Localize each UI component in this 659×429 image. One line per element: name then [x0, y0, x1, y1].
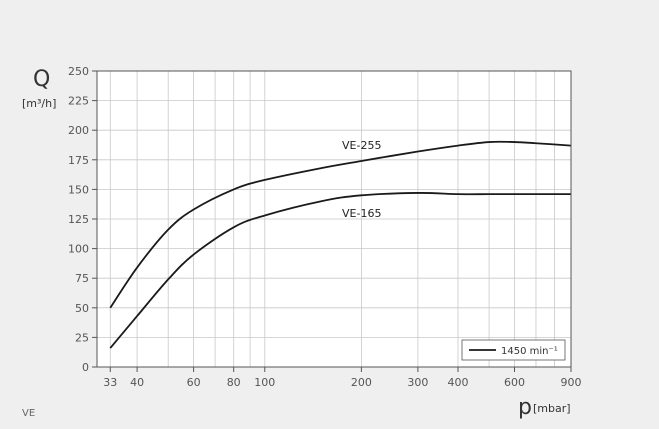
legend: 1450 min⁻¹ — [461, 339, 566, 361]
y-tick-label: 0 — [82, 361, 89, 374]
legend-box — [461, 339, 566, 361]
legend-label: 1450 min⁻¹ — [501, 346, 558, 357]
y-tick-label: 100 — [68, 243, 89, 256]
y-tick-label: 175 — [68, 154, 89, 167]
x-axis-unit: [mbar] — [533, 402, 571, 415]
x-tick-label: 33 — [103, 376, 117, 389]
series-label-ve-165: VE-165 — [342, 207, 381, 220]
x-tick-label: 600 — [504, 376, 525, 389]
x-tick-label: 900 — [561, 376, 582, 389]
x-tick-label: 100 — [254, 376, 275, 389]
series-line-ve-165 — [109, 192, 571, 349]
x-tick-label: 300 — [407, 376, 428, 389]
series-line-ve-255 — [109, 140, 572, 309]
series-lines — [109, 140, 572, 349]
y-tick-label: 25 — [75, 331, 89, 344]
y-axis-unit: [m³/h] — [22, 97, 56, 110]
x-tick-label: 60 — [187, 376, 201, 389]
footer-label: VE — [22, 408, 35, 419]
y-tick-label: 75 — [75, 272, 89, 285]
x-tick-label: 80 — [227, 376, 241, 389]
y-tick-label: 250 — [68, 65, 89, 78]
x-tick-label: 400 — [447, 376, 468, 389]
y-tick-label: 125 — [68, 213, 89, 226]
x-tick-label: 200 — [351, 376, 372, 389]
x-axis-symbol: p — [518, 395, 532, 420]
y-tick-label: 50 — [75, 302, 89, 315]
y-tick-label: 150 — [68, 183, 89, 196]
axis-ticks: 0 25 50 75 100 125 150 175 200 225 250 33 40 60 80 100 2… — [68, 65, 582, 389]
y-tick-label: 225 — [68, 95, 89, 108]
x-tick-label: 40 — [130, 376, 144, 389]
y-tick-label: 200 — [68, 124, 89, 137]
series-label-ve-255: VE-255 — [342, 139, 381, 152]
y-axis-symbol: Q — [33, 67, 50, 92]
